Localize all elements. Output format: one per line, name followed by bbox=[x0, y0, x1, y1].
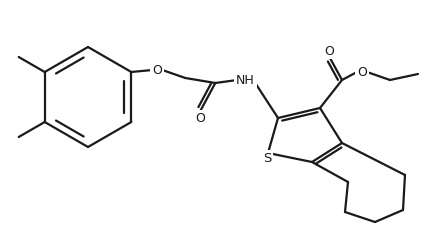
Text: NH: NH bbox=[236, 73, 255, 87]
Text: O: O bbox=[195, 111, 205, 124]
Text: S: S bbox=[263, 151, 271, 164]
Text: O: O bbox=[357, 65, 367, 78]
Text: O: O bbox=[152, 64, 162, 77]
Text: O: O bbox=[324, 45, 334, 58]
